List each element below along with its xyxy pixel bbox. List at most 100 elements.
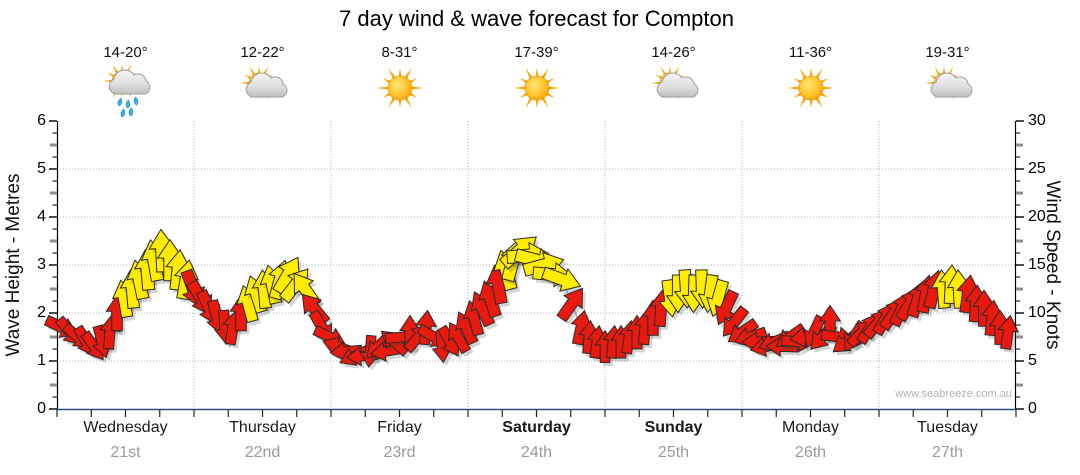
sun-ray xyxy=(534,68,539,78)
cloud-shape xyxy=(930,72,972,98)
watermark-text: www.seabreeze.com.au xyxy=(895,388,1012,400)
x-axis-day-date: 22nd xyxy=(244,444,281,461)
right-axis-tick-label: 20 xyxy=(1028,208,1046,225)
day-temperature-range: 14-20° xyxy=(103,44,148,61)
x-axis-day-name: Wednesday xyxy=(83,419,168,436)
sun-ray xyxy=(924,81,935,85)
right-axis-tick-label: 25 xyxy=(1028,160,1046,177)
sun-ray xyxy=(403,96,411,108)
wind-arrow xyxy=(556,287,584,323)
weather-icon-sun-cloud xyxy=(924,66,972,100)
right-axis-tick-label: 15 xyxy=(1028,256,1046,273)
day-temperature-range: 14-26° xyxy=(651,44,696,61)
sun-ray xyxy=(808,68,813,78)
left-axis-tick-label: 6 xyxy=(37,112,46,129)
right-axis-tick-label: 0 xyxy=(1028,400,1037,417)
sun-ray xyxy=(934,66,941,76)
sun-ray xyxy=(525,96,533,108)
sun-ray xyxy=(814,96,822,108)
cloud-shape xyxy=(656,72,698,98)
sun-ray xyxy=(650,81,661,85)
x-axis-day-name: Sunday xyxy=(644,419,703,436)
x-axis-day-name: Saturday xyxy=(502,419,571,436)
left-axis-tick-label: 5 xyxy=(37,160,46,177)
sun-ray xyxy=(112,64,119,74)
day-temperature-range: 8-31° xyxy=(381,44,418,61)
sun-ray xyxy=(821,86,834,90)
x-axis-day-date: 26th xyxy=(794,444,827,461)
right-axis-tick-label: 30 xyxy=(1028,112,1046,129)
sun-ray xyxy=(397,98,402,108)
x-axis-day-date: 24th xyxy=(520,444,553,461)
rain-drop xyxy=(125,99,130,109)
weather-icon-wrapper xyxy=(237,64,289,118)
cloud-shape xyxy=(245,72,287,98)
right-axis-tick-label: 5 xyxy=(1028,352,1037,369)
weather-icon-sunny xyxy=(376,68,423,108)
right-axis-tick-label: 10 xyxy=(1028,304,1046,321)
weather-icon-wrapper xyxy=(511,64,563,118)
wind-arrow xyxy=(301,293,331,327)
weather-icon-wrapper xyxy=(648,64,700,118)
day-temperature-range: 12-22° xyxy=(240,44,285,61)
sun-ray xyxy=(540,68,548,80)
sun-ray xyxy=(388,68,396,80)
sun-ray xyxy=(239,81,250,85)
left-axis-tick-label: 3 xyxy=(37,256,46,273)
weather-icon-wrapper xyxy=(374,64,426,118)
sun-ray xyxy=(799,68,807,80)
day-temperature-range: 19-31° xyxy=(925,44,970,61)
sun-ray xyxy=(540,96,548,108)
day-temperature-range: 11-36° xyxy=(788,44,833,61)
sun-ray xyxy=(668,66,671,75)
sun-ray xyxy=(513,86,526,90)
wind-arrow xyxy=(997,314,1019,350)
weather-icon-sunny xyxy=(513,68,560,108)
x-axis-day-date: 25th xyxy=(657,444,690,461)
x-axis-day-date: 21st xyxy=(110,444,141,461)
sun-disc xyxy=(387,75,412,101)
sun-ray xyxy=(660,66,667,76)
sun-ray xyxy=(397,68,402,78)
sun-ray xyxy=(376,86,389,90)
day-temperature-range: 17-39° xyxy=(514,44,559,61)
sun-ray xyxy=(942,66,945,75)
left-axis-tick-label: 0 xyxy=(37,400,46,417)
rain-drop xyxy=(120,108,125,118)
weather-icon-sun-cloud xyxy=(239,66,287,100)
x-axis-day-name: Tuesday xyxy=(917,419,978,436)
weather-icon-sun-cloud xyxy=(650,66,698,100)
sun-ray xyxy=(814,68,822,80)
sun-ray xyxy=(410,86,423,90)
left-axis-tick-label: 1 xyxy=(37,352,46,369)
sun-ray xyxy=(249,66,256,76)
x-axis-day-name: Monday xyxy=(782,419,839,436)
x-axis-day-name: Thursday xyxy=(229,419,296,436)
chart-title: 7 day wind & wave forecast for Compton xyxy=(339,6,734,31)
weather-icon-sun-cloud-rain xyxy=(102,64,150,118)
weather-icon-wrapper xyxy=(785,64,837,118)
weather-icon-wrapper xyxy=(922,64,974,118)
rain-drop xyxy=(128,107,133,117)
x-axis-day-date: 23rd xyxy=(383,444,416,461)
weather-icon-wrapper xyxy=(100,64,152,118)
sun-ray xyxy=(808,98,813,108)
rain-drop xyxy=(133,96,138,106)
weather-icon-sunny xyxy=(787,68,834,108)
sun-ray xyxy=(547,86,560,90)
wind-arrow xyxy=(540,266,582,292)
left-axis-tick-label: 4 xyxy=(37,208,46,225)
sun-disc xyxy=(524,75,549,101)
sun-ray xyxy=(799,96,807,108)
rain-drop xyxy=(117,97,122,107)
sun-ray xyxy=(525,68,533,80)
cloud-shape xyxy=(108,69,150,95)
x-axis-day-date: 27th xyxy=(931,444,964,461)
sun-ray xyxy=(534,98,539,108)
sun-ray xyxy=(403,68,411,80)
sun-disc xyxy=(798,75,823,101)
left-axis-tick-label: 2 xyxy=(37,304,46,321)
sun-ray xyxy=(257,66,260,75)
